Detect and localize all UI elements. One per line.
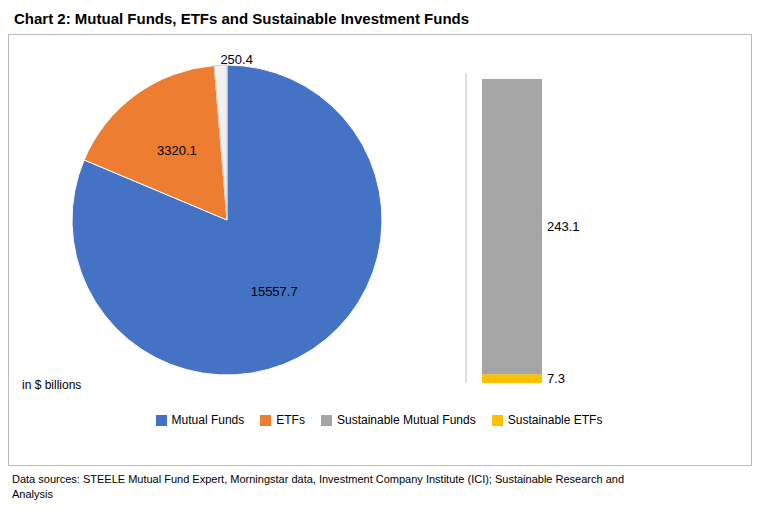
svg-text:243.1: 243.1	[547, 219, 580, 234]
html-text:Sustainable ETFs: Sustainable ETFs	[507, 413, 603, 427]
svg-text:15557.7: 15557.7	[251, 284, 298, 299]
html-text:ETFs: ETFs	[276, 413, 305, 427]
html-text:Sustainable Mutual Funds: Sustainable Mutual Funds	[337, 413, 476, 427]
svg-text:7.3: 7.3	[547, 371, 565, 386]
html-text:in $ billions: in $ billions	[22, 378, 82, 392]
html-text:Data sources: STEELE Mutual Fu: Data sources: STEELE Mutual Fund Expert,…	[12, 473, 624, 500]
svg-text:250.4: 250.4	[220, 52, 253, 67]
svg-text:3320.1: 3320.1	[157, 143, 197, 158]
html-text:Mutual Funds: Mutual Funds	[171, 413, 245, 427]
html-text:Chart 2: Mutual Funds, ETFs an: Chart 2: Mutual Funds, ETFs and Sustaina…	[14, 10, 469, 27]
